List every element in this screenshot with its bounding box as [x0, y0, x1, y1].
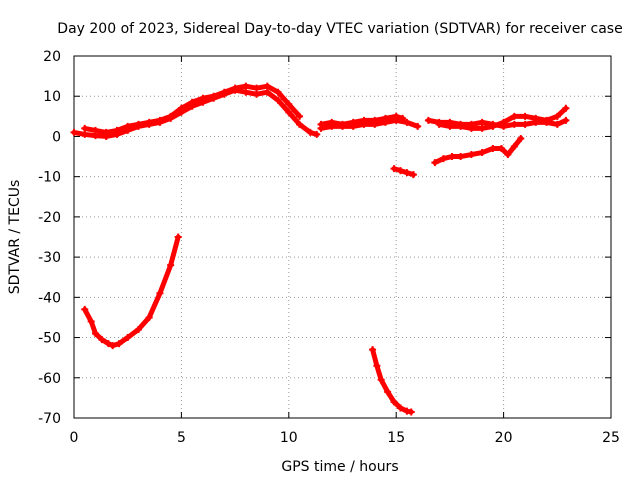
- data-point: [407, 408, 415, 416]
- data-point-trail: [275, 97, 292, 115]
- x-tick-labels: 0 5 10 15 20 25: [70, 430, 620, 446]
- data-point: [296, 112, 304, 120]
- series-deep-arc-left: [81, 233, 182, 350]
- series-main-band-f: [435, 104, 570, 132]
- data-points: [70, 82, 570, 416]
- series-main-band-d: [317, 112, 407, 128]
- chart-title: Day 200 of 2023, Sidereal Day-to-day VTE…: [57, 21, 622, 37]
- series-short-negative-segment: [390, 165, 417, 179]
- data-point-trail: [146, 290, 163, 320]
- y-tick-label: -20: [38, 210, 61, 226]
- data-point-trail: [511, 135, 524, 149]
- x-tick-label: 5: [177, 430, 186, 446]
- axis-ticks: [73, 55, 612, 419]
- data-point: [562, 104, 570, 112]
- data-point-trail: [554, 105, 569, 119]
- y-tick-label: 10: [43, 89, 61, 105]
- x-tick-label: 20: [495, 430, 513, 446]
- x-tick-label: 25: [602, 430, 620, 446]
- plot-frame: [73, 55, 612, 419]
- data-point: [517, 134, 525, 142]
- data-point: [414, 122, 422, 130]
- data-point-trail: [286, 109, 303, 127]
- y-tick-label: -50: [38, 331, 61, 347]
- data-point-trail: [135, 314, 152, 333]
- grid-lines: [74, 56, 611, 418]
- series-deep-arc-right: [369, 346, 415, 416]
- data-point-trail: [275, 89, 292, 107]
- y-tick-labels: -70 -60 -50 -40 -30 -20 -10 0 10 20: [38, 49, 61, 427]
- y-tick-label: 20: [43, 49, 61, 65]
- series-mid-negative-arc: [431, 134, 525, 167]
- data-point: [313, 130, 321, 138]
- data-point: [174, 233, 182, 241]
- y-tick-label: -30: [38, 250, 61, 266]
- data-point: [409, 171, 417, 179]
- y-tick-label: -70: [38, 411, 61, 427]
- data-point: [399, 114, 407, 122]
- y-axis-label: SDTVAR / TECUs: [7, 180, 23, 295]
- data-point-trail: [286, 101, 303, 119]
- x-axis-label: GPS time / hours: [281, 459, 398, 475]
- x-tick-label: 10: [280, 430, 298, 446]
- x-tick-label: 0: [70, 430, 79, 446]
- series-main-band-b: [81, 82, 304, 136]
- data-point: [562, 116, 570, 124]
- y-tick-label: -40: [38, 290, 61, 306]
- data-point-trail: [168, 234, 181, 268]
- y-tick-label: -60: [38, 371, 61, 387]
- y-tick-label: -10: [38, 170, 61, 186]
- x-tick-label: 15: [387, 430, 405, 446]
- y-tick-label: 0: [52, 129, 61, 145]
- data-point-trail: [157, 262, 174, 296]
